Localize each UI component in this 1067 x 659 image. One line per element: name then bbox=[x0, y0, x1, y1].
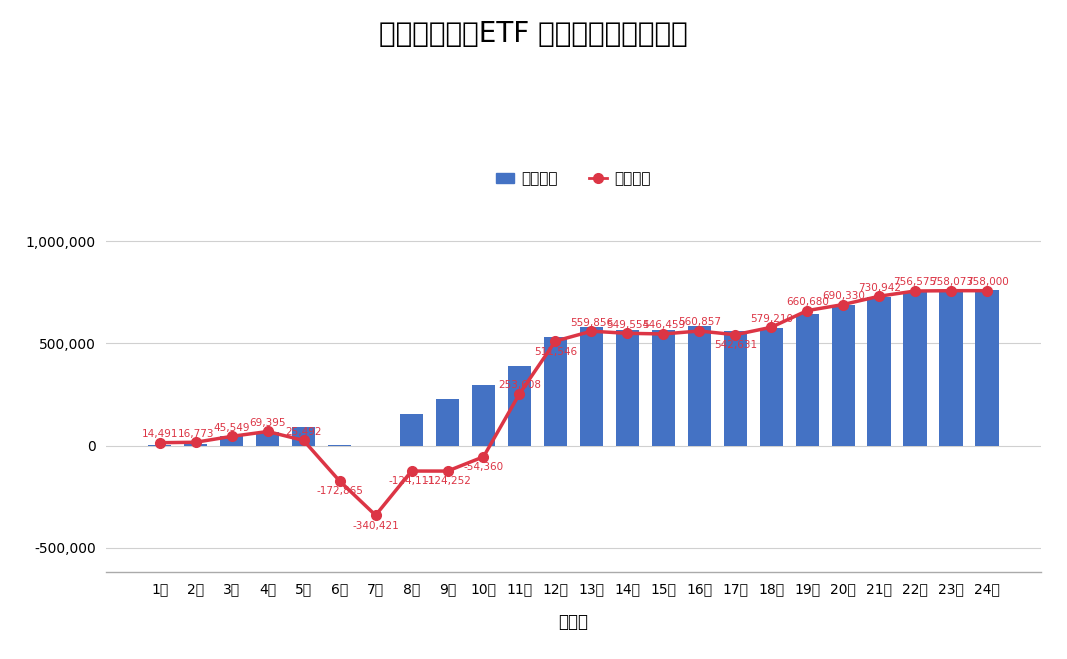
Text: 542,631: 542,631 bbox=[714, 340, 757, 350]
Bar bbox=[939, 291, 962, 445]
Bar bbox=[975, 291, 999, 445]
Text: 25,492: 25,492 bbox=[285, 427, 322, 437]
X-axis label: 経過週: 経過週 bbox=[558, 613, 588, 631]
Bar bbox=[256, 432, 280, 445]
Text: -124,111: -124,111 bbox=[388, 476, 435, 486]
Text: 16,773: 16,773 bbox=[177, 428, 214, 438]
Bar bbox=[292, 427, 316, 445]
Text: 511,546: 511,546 bbox=[534, 347, 577, 357]
Text: 758,073: 758,073 bbox=[929, 277, 973, 287]
Text: -124,252: -124,252 bbox=[424, 476, 471, 486]
Bar bbox=[831, 304, 855, 445]
Text: -54,360: -54,360 bbox=[463, 462, 504, 472]
Text: -172,865: -172,865 bbox=[316, 486, 363, 496]
Bar bbox=[687, 326, 711, 445]
Bar bbox=[723, 331, 747, 445]
Legend: 累計利益, 実現損益: 累計利益, 実現損益 bbox=[490, 165, 657, 192]
Text: 690,330: 690,330 bbox=[822, 291, 864, 301]
Bar bbox=[508, 366, 531, 445]
Text: 549,554: 549,554 bbox=[606, 320, 649, 330]
Text: 758,000: 758,000 bbox=[966, 277, 1008, 287]
Bar bbox=[760, 328, 783, 445]
Bar bbox=[579, 327, 603, 445]
Text: 546,459: 546,459 bbox=[641, 320, 685, 330]
Bar bbox=[220, 436, 243, 445]
Text: 660,680: 660,680 bbox=[785, 297, 829, 307]
Bar bbox=[867, 297, 891, 445]
Text: 69,395: 69,395 bbox=[250, 418, 286, 428]
Text: 45,549: 45,549 bbox=[213, 422, 250, 433]
Bar bbox=[472, 386, 495, 445]
Bar bbox=[652, 330, 675, 445]
Bar bbox=[904, 291, 927, 445]
Text: 559,856: 559,856 bbox=[570, 318, 612, 328]
Text: 579,210: 579,210 bbox=[750, 314, 793, 324]
Text: 560,857: 560,857 bbox=[678, 318, 721, 328]
Text: 253,608: 253,608 bbox=[498, 380, 541, 389]
Text: 730,942: 730,942 bbox=[858, 283, 901, 293]
Bar bbox=[400, 414, 424, 445]
Text: 14,491: 14,491 bbox=[142, 429, 178, 439]
Bar bbox=[544, 337, 568, 445]
Bar bbox=[184, 444, 207, 445]
Bar bbox=[796, 314, 819, 445]
Bar bbox=[616, 330, 639, 445]
Bar bbox=[435, 399, 459, 445]
Text: トライオートETF ピラミッド戦略実績: トライオートETF ピラミッド戦略実績 bbox=[379, 20, 688, 47]
Text: -340,421: -340,421 bbox=[352, 521, 399, 531]
Text: 756,575: 756,575 bbox=[893, 277, 937, 287]
